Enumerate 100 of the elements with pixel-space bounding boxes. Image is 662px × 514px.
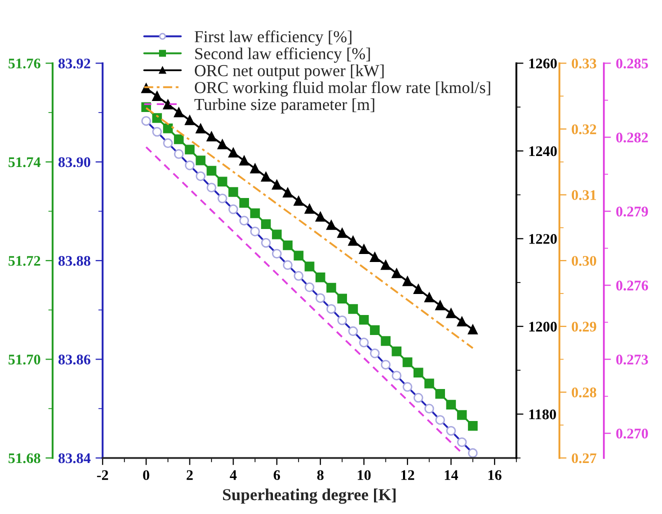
point (196, 156, 206, 166)
point (424, 378, 434, 388)
point (446, 400, 456, 410)
point (402, 276, 412, 286)
point (163, 123, 173, 134)
x-tick-label: -2 (97, 470, 108, 480)
y-tick-label: 83.90 (58, 157, 90, 168)
x-tick-label: 2 (186, 470, 193, 480)
point (414, 284, 424, 294)
point (184, 144, 195, 154)
y2-tick-label: 51.70 (8, 354, 40, 365)
point (424, 292, 434, 302)
point (294, 250, 304, 261)
y2-tick-label: 0.273 (616, 354, 648, 365)
x-tick-label: 6 (274, 470, 280, 480)
point (206, 132, 216, 142)
point (163, 100, 173, 110)
point (326, 220, 336, 230)
point (392, 346, 402, 356)
legend-label: First law efficiency [%] (194, 30, 352, 46)
y3-tick-label: 1180 (529, 409, 556, 420)
y-tick-label: 0.29 (572, 322, 596, 332)
y-tick-label: 0.33 (572, 58, 596, 68)
point (402, 357, 412, 368)
x-tick-label: 0 (143, 470, 150, 480)
point (370, 252, 380, 262)
y3-tick-label: 1220 (529, 234, 557, 244)
legend-label: ORC net output power [kW] (194, 64, 384, 80)
point (435, 388, 446, 399)
y3-tick-label: 1200 (529, 322, 557, 332)
legend-label: ORC working fluid molar flow rate [kmol/s] (194, 81, 490, 97)
y-tick-label: 83.84 (58, 453, 91, 464)
y2-tick-label: 51.72 (8, 256, 40, 266)
point (174, 134, 184, 144)
x-tick-label: 14 (444, 470, 458, 480)
point (261, 172, 271, 182)
point (348, 304, 358, 314)
legend-label: Turbine size parameter [m] (194, 98, 374, 114)
point (261, 219, 271, 229)
y-tick-label: 0.30 (572, 256, 596, 266)
point (380, 260, 391, 270)
point (174, 107, 184, 118)
point (152, 113, 162, 123)
x-axis-title: Superheating degree [K] (223, 488, 396, 504)
point (206, 166, 216, 176)
y-tick-label: 0.31 (572, 190, 596, 200)
x-tick-label: 8 (317, 470, 324, 480)
point (457, 316, 467, 326)
point (468, 421, 478, 431)
point (337, 294, 348, 304)
point (304, 262, 314, 272)
y-tick-label: 83.92 (58, 58, 90, 68)
point (370, 325, 380, 336)
point (282, 188, 293, 198)
y2-tick-label: 0.276 (616, 280, 648, 291)
point (359, 244, 369, 254)
x-tick-label: 16 (488, 470, 502, 480)
y-tick-label: 0.28 (572, 388, 596, 398)
point (414, 368, 424, 378)
point (218, 140, 228, 150)
x-tick-label: 10 (358, 470, 371, 480)
y-tick-label: 83.88 (58, 256, 90, 266)
point (446, 308, 456, 318)
point (272, 230, 282, 240)
point (337, 228, 348, 238)
x-tick-label: 4 (230, 470, 237, 480)
legend-label: Second law efficiency [%] (195, 47, 370, 63)
y3-tick-label: 1240 (529, 146, 557, 156)
point (304, 204, 314, 214)
point (435, 300, 446, 310)
point (184, 115, 195, 126)
y-tick-label: 0.27 (572, 453, 596, 464)
point (152, 91, 162, 101)
point (326, 282, 336, 293)
point (228, 187, 238, 197)
point (239, 156, 250, 166)
point (250, 208, 260, 218)
point (359, 314, 369, 325)
y2-tick-label: 51.74 (8, 157, 41, 168)
point (348, 236, 358, 246)
point (316, 212, 326, 222)
y2-tick-label: 0.270 (616, 428, 648, 439)
x-tick-label: 12 (401, 470, 414, 480)
y2-tick-label: 0.279 (616, 206, 648, 217)
point (392, 268, 402, 278)
point (316, 272, 326, 282)
y3-tick-label: 1260 (529, 58, 557, 68)
y-tick-label: 83.86 (58, 354, 90, 365)
y2-tick-label: 51.76 (8, 58, 40, 68)
y-tick-label: 0.32 (572, 124, 596, 134)
point (468, 324, 478, 334)
y2-tick-label: 0.285 (616, 58, 648, 68)
point (282, 240, 293, 250)
point (294, 196, 304, 206)
y2-tick-label: 51.68 (8, 453, 40, 464)
point (380, 336, 391, 346)
point (457, 410, 467, 420)
y2-tick-label: 0.282 (616, 132, 648, 143)
point (228, 148, 238, 158)
point (272, 180, 282, 190)
